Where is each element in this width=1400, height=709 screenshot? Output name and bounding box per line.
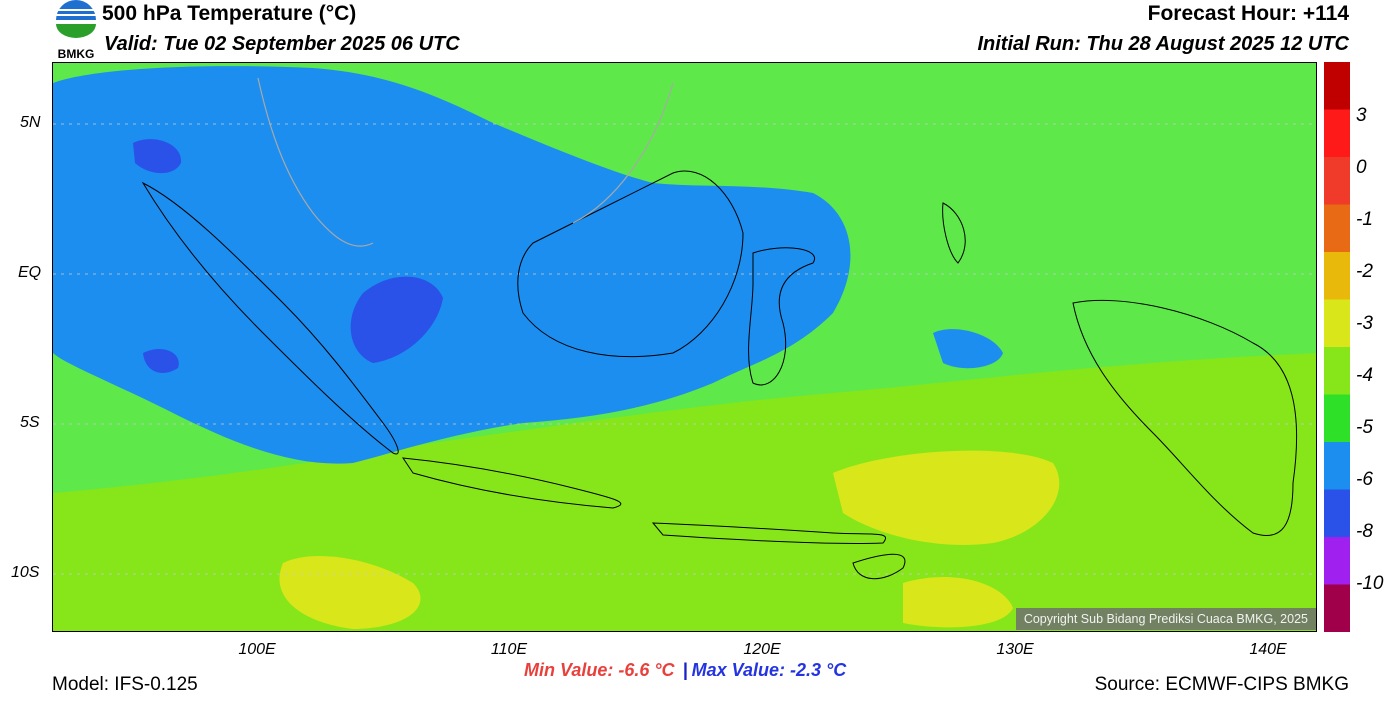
colorbar-segment xyxy=(1324,394,1350,443)
colorbar-segment xyxy=(1324,347,1350,395)
field-dark-blue-2 xyxy=(133,139,182,174)
lat-label-5s: 5S xyxy=(20,414,40,431)
forecast-hour: Forecast Hour: +114 xyxy=(1147,2,1349,25)
colorbar-label-neg8: -8 xyxy=(1356,521,1373,542)
source-label: Source: ECMWF-CIPS BMKG xyxy=(1094,674,1349,695)
coast-maluku xyxy=(942,202,966,264)
lon-label-110e: 110E xyxy=(490,641,528,658)
coast-papua xyxy=(1072,299,1298,536)
colorbar-segment xyxy=(1324,157,1350,205)
field-blue-east xyxy=(933,329,1003,369)
colorbar-segment xyxy=(1324,204,1350,253)
min-max-separator: | xyxy=(682,660,688,680)
min-max-values: Min Value: -6.6 °C | Max Value: -2.3 °C xyxy=(524,660,846,681)
border-malaysia xyxy=(257,77,374,247)
coast-sumatra xyxy=(141,181,399,455)
field-dark-blue-1 xyxy=(350,276,443,363)
border-philippines xyxy=(572,82,674,224)
min-value: Min Value: -6.6 °C xyxy=(524,660,675,680)
colorbar-label-neg6: -6 xyxy=(1356,469,1373,490)
colorbar-segment xyxy=(1324,442,1350,490)
lat-label-10s: 10S xyxy=(11,564,40,581)
colorbar-label-neg3: -3 xyxy=(1356,313,1373,334)
colorbar-segment xyxy=(1324,299,1350,348)
model-label: Model: IFS-0.125 xyxy=(52,674,198,695)
coast-timor xyxy=(852,553,906,580)
coast-borneo xyxy=(517,170,744,358)
field-dark-blue-3 xyxy=(143,348,179,373)
initial-run: Initial Run: Thu 28 August 2025 12 UTC xyxy=(977,33,1349,55)
colorbar-segment xyxy=(1324,537,1350,585)
bmkg-logo: BMKG xyxy=(52,0,100,62)
lon-label-120e: 120E xyxy=(743,641,781,658)
colorbar-segment xyxy=(1324,109,1350,158)
temperature-map xyxy=(52,62,1317,632)
lat-label-eq: EQ xyxy=(18,264,42,281)
colorbar-label-neg4: -4 xyxy=(1356,365,1373,386)
coast-nusa-tenggara xyxy=(651,522,886,545)
chart-title: 500 hPa Temperature (°C) xyxy=(102,2,357,25)
lon-label-140e: 140E xyxy=(1249,641,1287,658)
valid-time: Valid: Tue 02 September 2025 06 UTC xyxy=(104,33,460,55)
field-yellow-south xyxy=(903,577,1013,628)
colorbar-segment xyxy=(1324,489,1350,538)
colorbar-label-neg5: -5 xyxy=(1356,417,1373,438)
max-value: Max Value: -2.3 °C xyxy=(691,660,847,680)
colorbar-label-0: 0 xyxy=(1356,157,1367,178)
colorbar-label-neg2: -2 xyxy=(1356,261,1373,282)
field-light-green xyxy=(53,353,1316,631)
field-blue xyxy=(53,66,851,464)
field-yellow-west xyxy=(279,555,421,629)
colorbar-segment xyxy=(1324,62,1350,110)
logo-text: BMKG xyxy=(58,47,95,61)
colorbar xyxy=(1324,62,1350,633)
lon-label-100e: 100E xyxy=(238,641,276,658)
field-yellow-east xyxy=(833,450,1060,545)
copyright-notice: Copyright Sub Bidang Prediksi Cuaca BMKG… xyxy=(1015,608,1316,630)
colorbar-segment xyxy=(1324,584,1350,633)
colorbar-segment xyxy=(1324,252,1350,300)
colorbar-label-3: 3 xyxy=(1356,105,1367,126)
coast-java xyxy=(401,457,622,509)
lat-label-5n: 5N xyxy=(20,114,41,131)
colorbar-label-neg10: -10 xyxy=(1356,573,1384,594)
lon-label-130e: 130E xyxy=(996,641,1034,658)
colorbar-label-neg1: -1 xyxy=(1356,209,1373,230)
coast-sulawesi xyxy=(748,247,816,386)
